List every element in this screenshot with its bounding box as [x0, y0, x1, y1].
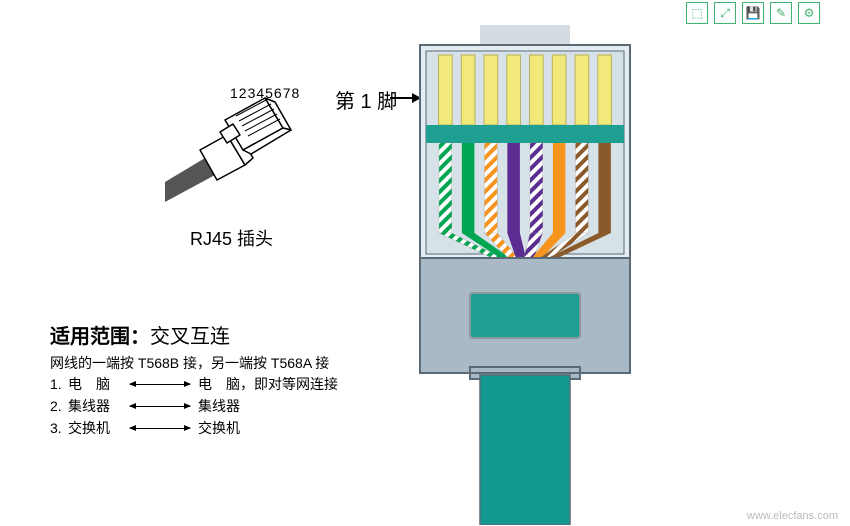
list-item: 2. 集线器 集线器	[50, 395, 338, 417]
download-icon[interactable]: ⬚	[686, 2, 708, 24]
list-item: 3. 交换机 交换机	[50, 417, 338, 439]
arrow-icon	[130, 384, 190, 385]
scope-title: 适用范围：交叉互连	[50, 320, 230, 349]
small-plug-sketch	[165, 80, 295, 210]
arrow-icon	[130, 428, 190, 429]
rj45-diagram	[400, 25, 700, 515]
list-item: 1. 电 脑 电 脑，即对等网连接	[50, 373, 338, 395]
arrow-icon	[130, 406, 190, 407]
small-plug-label: RJ45 插头	[190, 225, 273, 251]
toolbar: ⬚ ⤢ 💾 ✎ ⚙	[686, 2, 820, 24]
settings-icon[interactable]: ⚙	[798, 2, 820, 24]
scope-list: 1. 电 脑 电 脑，即对等网连接 2. 集线器 集线器 3. 交换机 交换机	[50, 373, 338, 439]
watermark-url: www.elecfans.com	[747, 510, 838, 522]
pin1-label: 第 1 脚	[335, 85, 397, 114]
scope-value: 交叉互连	[150, 326, 230, 348]
scope-prefix: 适用范围：	[50, 326, 150, 348]
expand-icon[interactable]: ⤢	[714, 2, 736, 24]
scope-rule: 网线的一端按 T568B 接，另一端按 T568A 接	[50, 353, 329, 373]
save-icon[interactable]: 💾	[742, 2, 764, 24]
edit-icon[interactable]: ✎	[770, 2, 792, 24]
